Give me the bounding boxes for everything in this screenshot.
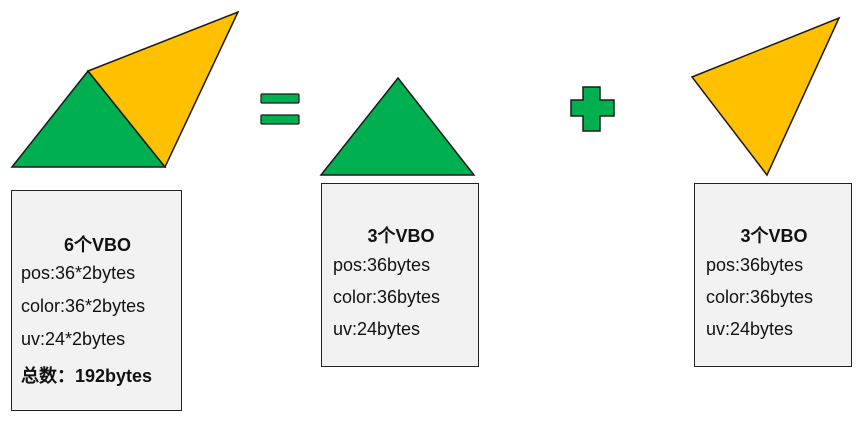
left-box-title: 6个VBO [63, 235, 132, 255]
left-box-color: color:36*2bytes [21, 296, 146, 316]
equals-sign-bottom-bar [260, 114, 300, 125]
left-yellow-triangle [86, 10, 240, 169]
left-box-uv: uv:24*2bytes [21, 329, 126, 349]
equals-sign-top-bar [260, 93, 300, 104]
right-box-color: color:36bytes [706, 287, 814, 307]
middle-box-uv: uv:24bytes [333, 319, 421, 339]
middle-box-color: color:36bytes [333, 287, 441, 307]
middle-box-pos: pos:36bytes [333, 255, 431, 275]
middle-green-triangle [319, 76, 476, 176]
right-info-box: 3个VBO pos:36bytes color:36bytes uv:24byt… [694, 183, 852, 367]
middle-info-box: 3个VBO pos:36bytes color:36bytes uv:24byt… [321, 183, 479, 367]
middle-box-title: 3个VBO [367, 226, 435, 246]
left-box-total: 总数：192bytes [21, 366, 153, 386]
right-yellow-triangle [690, 16, 841, 177]
plus-sign [570, 86, 615, 132]
right-box-uv: uv:24bytes [706, 319, 794, 339]
right-box-title: 3个VBO [740, 226, 808, 246]
right-box-pos: pos:36bytes [706, 255, 804, 275]
left-box-pos: pos:36*2bytes [21, 263, 136, 283]
left-info-box: 6个VBO pos:36*2bytes color:36*2bytes uv:2… [11, 190, 182, 411]
